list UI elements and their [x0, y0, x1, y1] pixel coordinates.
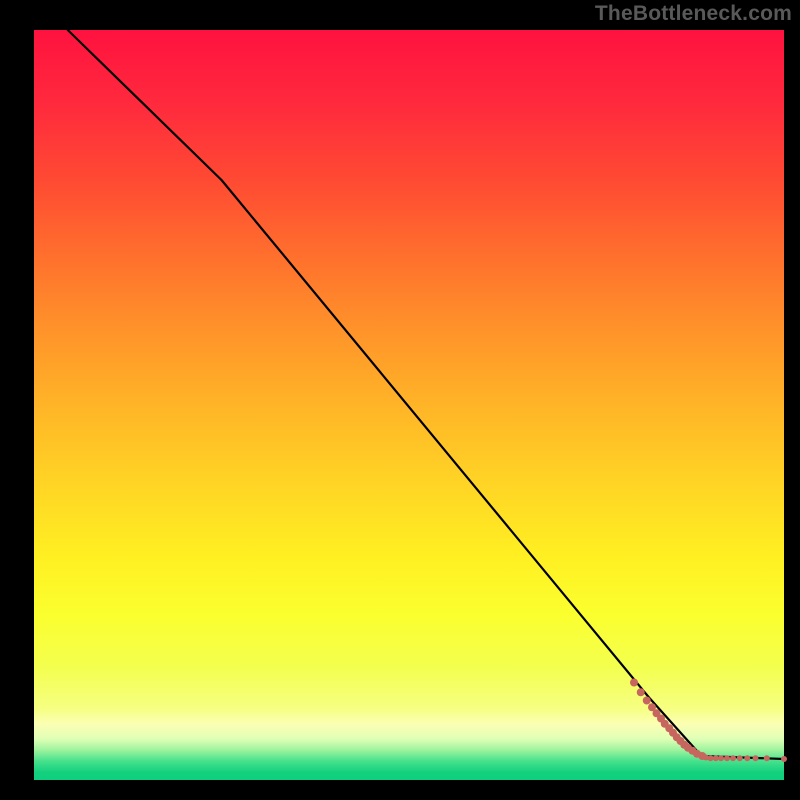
data-point: [744, 755, 750, 761]
data-point: [708, 755, 714, 761]
data-point: [643, 697, 651, 705]
data-point: [630, 679, 638, 687]
watermark-text: TheBottleneck.com: [595, 2, 792, 26]
chart-container: TheBottleneck.com: [0, 0, 800, 800]
bottleneck-chart: [0, 0, 800, 800]
data-point: [781, 756, 787, 762]
data-point: [753, 755, 759, 761]
data-point: [713, 755, 719, 761]
data-point: [724, 755, 730, 761]
data-point: [764, 755, 770, 761]
data-point: [718, 755, 724, 761]
gradient-background: [34, 30, 784, 780]
data-point: [637, 688, 645, 696]
data-point: [730, 755, 736, 761]
data-point: [737, 755, 743, 761]
